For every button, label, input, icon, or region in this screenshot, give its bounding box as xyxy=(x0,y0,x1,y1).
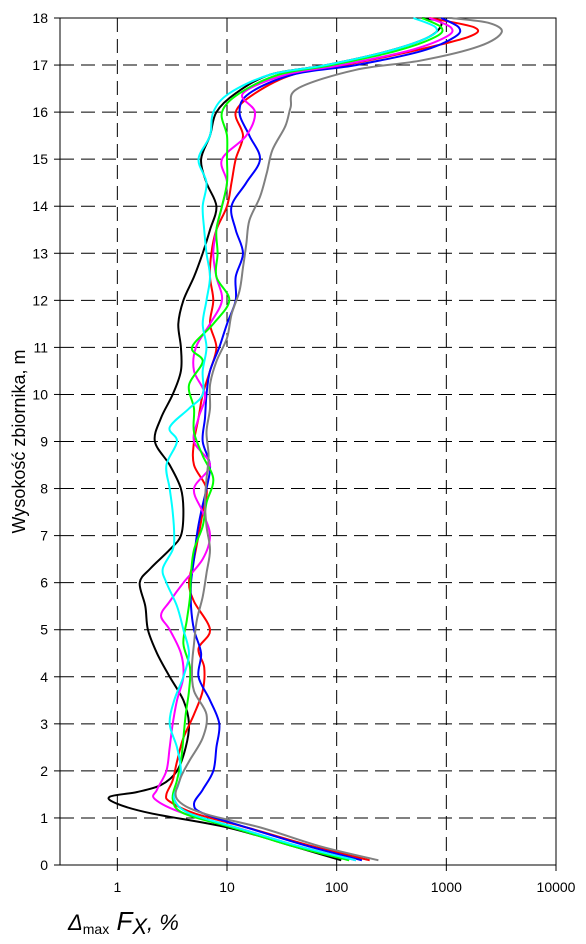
y-tick-label: 16 xyxy=(32,104,48,120)
x-tick-label: 1000 xyxy=(431,879,462,895)
series-line xyxy=(107,17,443,862)
y-tick-label: 15 xyxy=(32,151,48,167)
y-tick-label: 1 xyxy=(40,810,48,826)
series-line xyxy=(161,17,438,862)
series-layer xyxy=(107,17,503,862)
series-line xyxy=(174,17,503,862)
y-tick-label: 6 xyxy=(40,575,48,591)
x-tick-label: 10 xyxy=(219,879,235,895)
series-line xyxy=(165,17,480,862)
x-axis: 1 10 100 1000 10000 xyxy=(113,865,576,895)
y-tick-label: 18 xyxy=(32,10,48,26)
y-axis-label: Wysokość zbiornika, m xyxy=(9,350,29,534)
y-tick-label: 0 xyxy=(40,857,48,873)
y-tick-label: 12 xyxy=(32,292,48,308)
x-axis-label: Δmax FX, % xyxy=(67,906,179,939)
y-tick-label: 8 xyxy=(40,481,48,497)
y-tick-label: 2 xyxy=(40,763,48,779)
y-tick-label: 13 xyxy=(32,245,48,261)
y-tick-label: 14 xyxy=(32,198,48,214)
y-tick-label: 10 xyxy=(32,386,48,402)
series-line xyxy=(189,17,462,862)
series-line xyxy=(152,17,454,862)
series-line xyxy=(171,17,444,862)
grid xyxy=(60,18,556,865)
y-tick-label: 11 xyxy=(33,339,48,355)
x-tick-label: 10000 xyxy=(537,879,576,895)
y-tick-label: 4 xyxy=(40,669,48,685)
x-tick-label: 100 xyxy=(325,879,349,895)
x-tick-label: 1 xyxy=(113,879,121,895)
y-tick-label: 9 xyxy=(40,434,48,450)
y-tick-label: 3 xyxy=(40,716,48,732)
y-tick-label: 5 xyxy=(40,622,48,638)
y-tick-label: 17 xyxy=(32,57,48,73)
y-tick-label: 7 xyxy=(40,528,48,544)
